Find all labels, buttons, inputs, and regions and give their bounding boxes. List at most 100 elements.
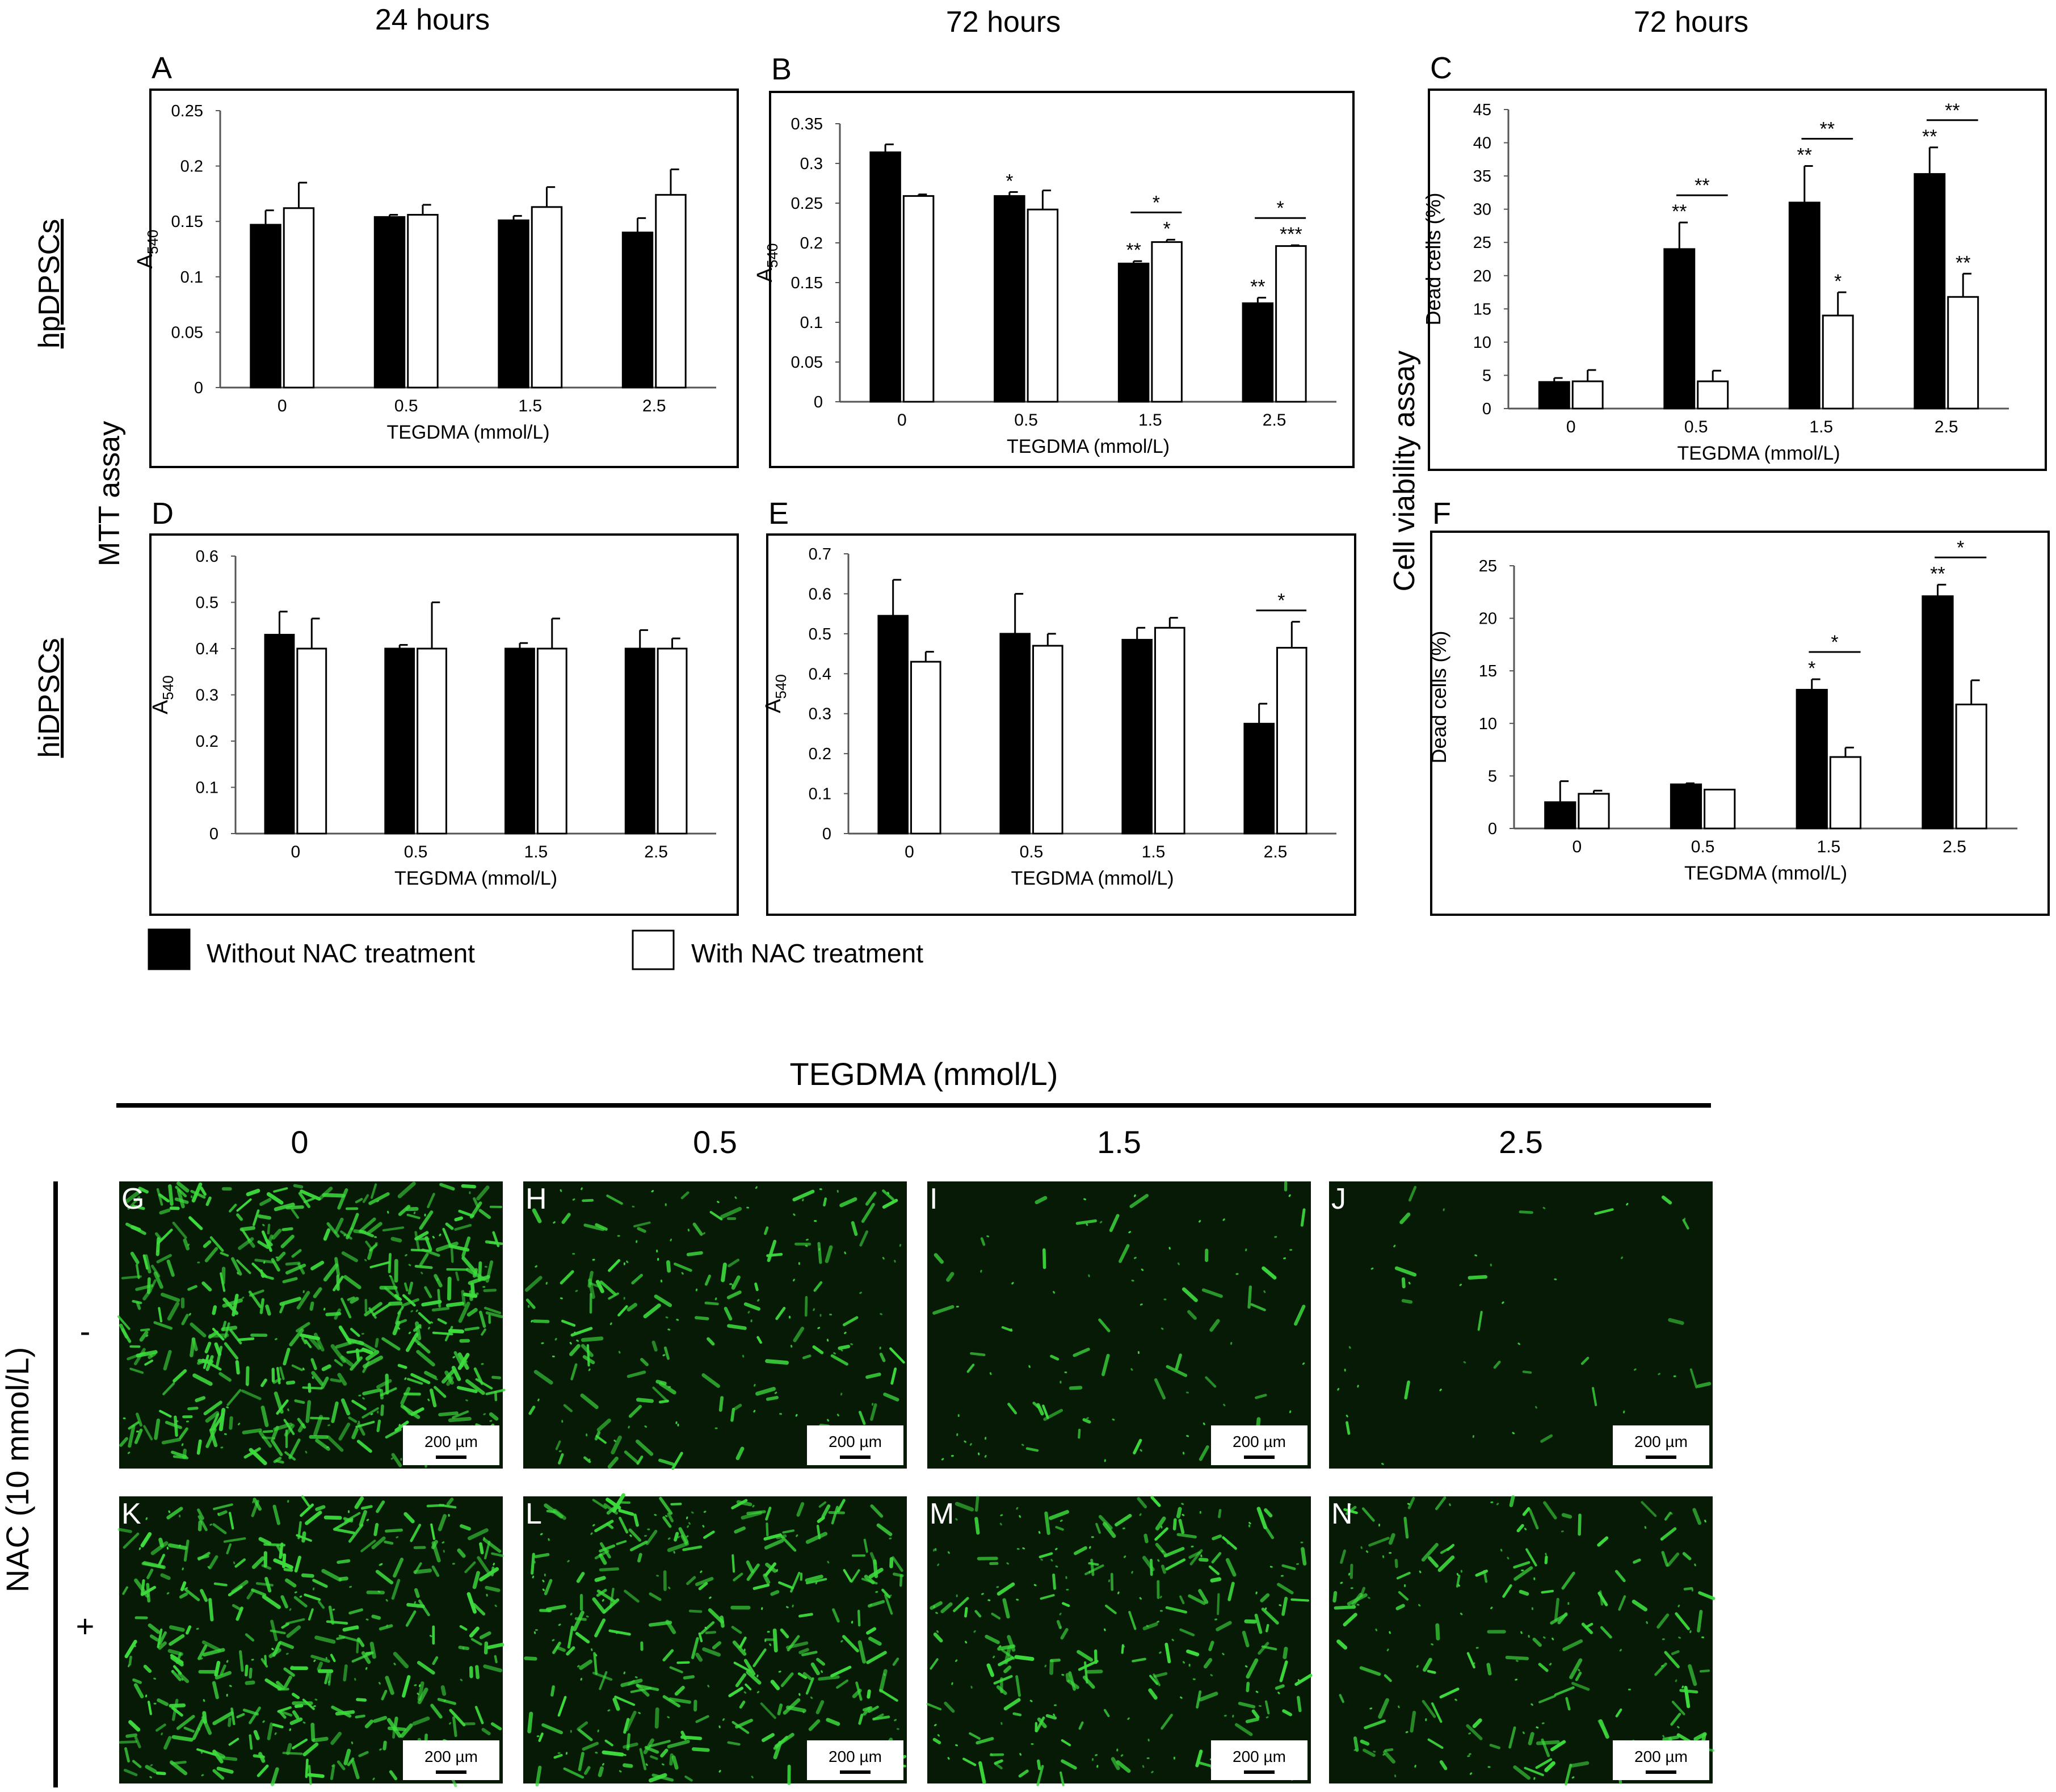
- cell: [355, 1714, 365, 1719]
- cell: [592, 1672, 613, 1681]
- cell: [608, 1259, 621, 1272]
- cell: [858, 1713, 864, 1725]
- cell: [1090, 1558, 1095, 1576]
- bar-1.5-with-nac: [1151, 241, 1183, 403]
- cell: [361, 1407, 379, 1419]
- cell: [124, 1189, 142, 1204]
- cell: [1508, 1726, 1516, 1749]
- cell: [1664, 1651, 1680, 1668]
- cell: [276, 1680, 285, 1690]
- cell: [1522, 1731, 1525, 1734]
- cell: [1283, 1647, 1288, 1659]
- cell: [410, 1373, 431, 1385]
- cell: [1520, 1631, 1523, 1634]
- x-tick-label: 0.5: [1014, 411, 1038, 430]
- cell: [1334, 1605, 1356, 1610]
- cell: [454, 1223, 472, 1231]
- cell: [692, 1222, 703, 1236]
- cell: [783, 1698, 801, 1715]
- cell: [1101, 1353, 1110, 1377]
- cell: [142, 1561, 166, 1570]
- cell: [743, 1691, 747, 1694]
- cell: [308, 1765, 312, 1785]
- cell: [765, 1507, 772, 1521]
- cell: [452, 1716, 457, 1738]
- cell: [1346, 1421, 1351, 1435]
- bar-0-with-nac: [902, 195, 935, 403]
- cell: [259, 1298, 265, 1314]
- cell: [437, 1289, 441, 1308]
- cell: [181, 1678, 184, 1681]
- cell: [336, 1636, 346, 1640]
- cell: [278, 1709, 293, 1717]
- cell: [541, 1723, 564, 1735]
- cell: [258, 1214, 272, 1220]
- cell: [1536, 1726, 1539, 1729]
- cell: [843, 1569, 852, 1583]
- cell: [606, 1522, 614, 1529]
- cell: [883, 1673, 886, 1676]
- cell: [644, 1425, 648, 1428]
- cell: [996, 1685, 1007, 1696]
- cell: [161, 1293, 180, 1302]
- cell: [245, 1366, 250, 1386]
- cell: [1256, 1417, 1261, 1428]
- cell: [527, 1711, 533, 1734]
- cell: [406, 1213, 421, 1219]
- cell: [470, 1282, 476, 1298]
- cell: [1139, 1597, 1142, 1600]
- cell: [816, 1658, 825, 1666]
- cell: [361, 1651, 371, 1664]
- y-tick-label: 0.25: [791, 195, 823, 213]
- cell: [136, 1350, 158, 1358]
- cell: [202, 1648, 225, 1657]
- cell: [1364, 1719, 1386, 1730]
- cell: [391, 1579, 401, 1600]
- legend-swatch-with-nac: [632, 929, 675, 970]
- cell: [1541, 1589, 1554, 1594]
- cell: [482, 1538, 502, 1553]
- cell: [333, 1276, 344, 1292]
- cell: [128, 1720, 141, 1732]
- cell: [588, 1368, 591, 1372]
- y-axis-label: A540: [762, 674, 789, 713]
- bar-0.5-with-nac: [1697, 380, 1729, 410]
- panel-frame: [149, 89, 739, 468]
- cell: [368, 1192, 390, 1205]
- cell: [687, 1229, 690, 1232]
- cell: [667, 1512, 674, 1522]
- cell: [373, 1715, 388, 1723]
- cell: [573, 1610, 585, 1631]
- cell: [1570, 1761, 1590, 1768]
- cell: [1022, 1547, 1025, 1550]
- cell: [1633, 1368, 1637, 1371]
- cell: [270, 1439, 283, 1457]
- cell: [1288, 1194, 1291, 1197]
- micrograph-background: [119, 1496, 503, 1783]
- cell: [1115, 1513, 1132, 1527]
- bar-0-with-nac: [1571, 380, 1604, 410]
- cell: [598, 1766, 604, 1777]
- cell: [636, 1398, 654, 1403]
- cell: [1580, 1356, 1590, 1365]
- cell: [734, 1196, 737, 1199]
- cell: [1290, 1598, 1310, 1602]
- cell: [459, 1625, 468, 1631]
- cell: [567, 1625, 574, 1649]
- significance-star: **: [1250, 276, 1265, 298]
- cell: [985, 1634, 1000, 1644]
- cells: [926, 1496, 1313, 1786]
- cell: [1179, 1628, 1195, 1637]
- cell: [1345, 1505, 1357, 1516]
- cell: [735, 1718, 753, 1729]
- cell: [337, 1373, 347, 1386]
- cell: [292, 1693, 300, 1700]
- cell: [473, 1367, 483, 1385]
- y-axis-label: Dead cells (%): [1427, 630, 1450, 763]
- cell: [208, 1555, 218, 1570]
- cell: [291, 1249, 302, 1258]
- cell: [155, 1237, 161, 1256]
- cell: [1466, 1724, 1483, 1740]
- cell: [203, 1240, 212, 1248]
